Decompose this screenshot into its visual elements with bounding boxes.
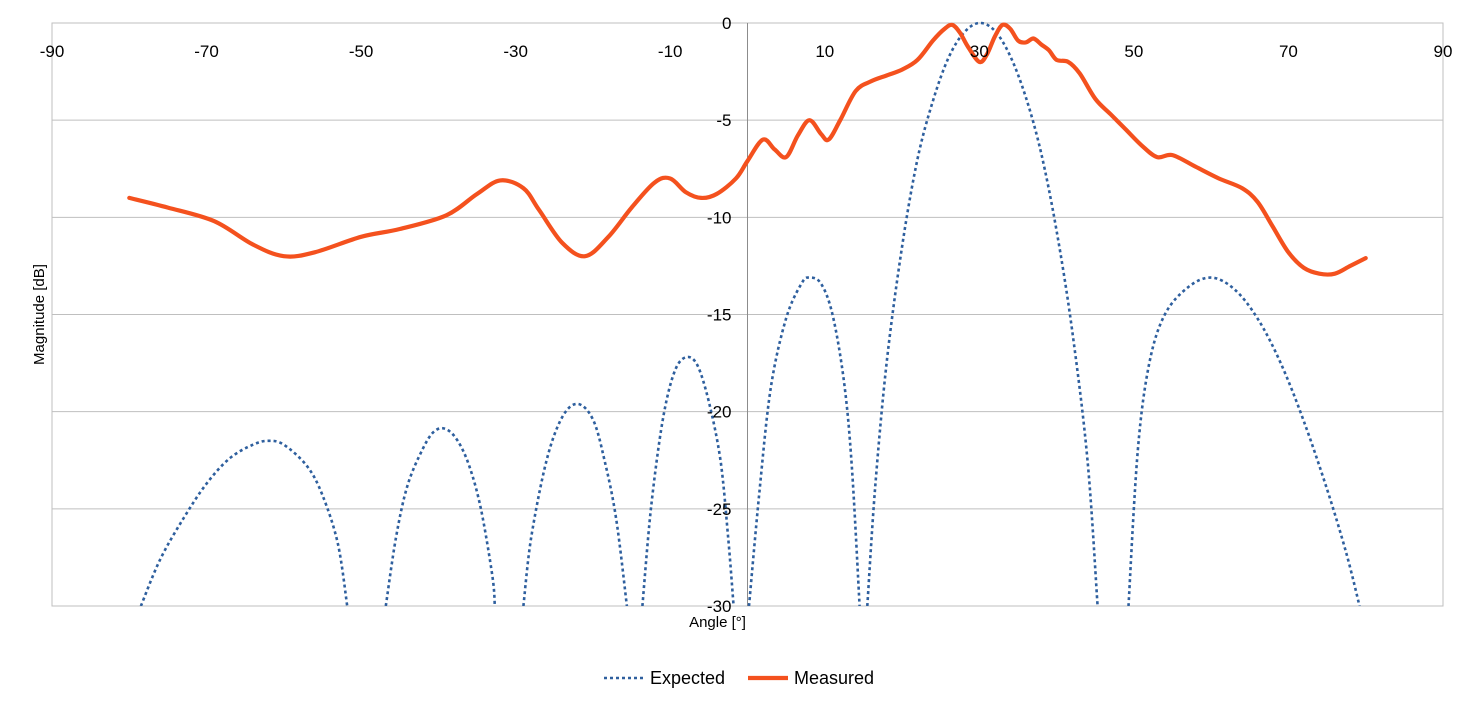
tick-labels: -90 -70 -50 -30 -10 10 30 50 70 90 0 -5 -10 -15 -20 -25… (40, 14, 1453, 616)
series-measured-line (127, 22, 1368, 277)
series-expected-lobe-6 (1127, 276, 1361, 606)
x-tick-label: 70 (1279, 42, 1298, 61)
x-tick-label: -10 (658, 42, 683, 61)
y-tick-label: -20 (707, 403, 732, 422)
legend-label-expected: Expected (650, 668, 725, 688)
x-tick-label: 50 (1124, 42, 1143, 61)
y-tick-label: -10 (707, 208, 732, 227)
legend: Expected Measured (604, 668, 874, 688)
y-tick-label: -15 (707, 306, 732, 325)
y-tick-label: 0 (722, 14, 731, 33)
legend-label-measured: Measured (794, 668, 874, 688)
x-tick-label: -30 (503, 42, 528, 61)
x-tick-label: -50 (349, 42, 374, 61)
series-layer (127, 21, 1368, 606)
x-axis-title: Angle [°] (689, 614, 746, 631)
y-tick-label: -30 (707, 597, 732, 616)
x-tick-label: -70 (194, 42, 219, 61)
series-expected-lobe-2 (522, 402, 629, 606)
x-tick-label: 90 (1434, 42, 1453, 61)
series-expected-lobe-5 (866, 21, 1099, 606)
series-expected-lobe-0 (139, 439, 349, 606)
series-expected-lobe-4 (747, 276, 861, 606)
series-expected-lobe-3 (641, 355, 735, 606)
y-tick-label: -5 (716, 111, 731, 130)
y-axis-title: Magnitude [dB] (31, 264, 48, 365)
x-tick-label: 30 (970, 42, 989, 61)
series-expected-lobe-1 (384, 426, 497, 606)
y-tick-label: -25 (707, 500, 732, 519)
x-tick-label: -90 (40, 42, 65, 61)
x-tick-label: 10 (815, 42, 834, 61)
